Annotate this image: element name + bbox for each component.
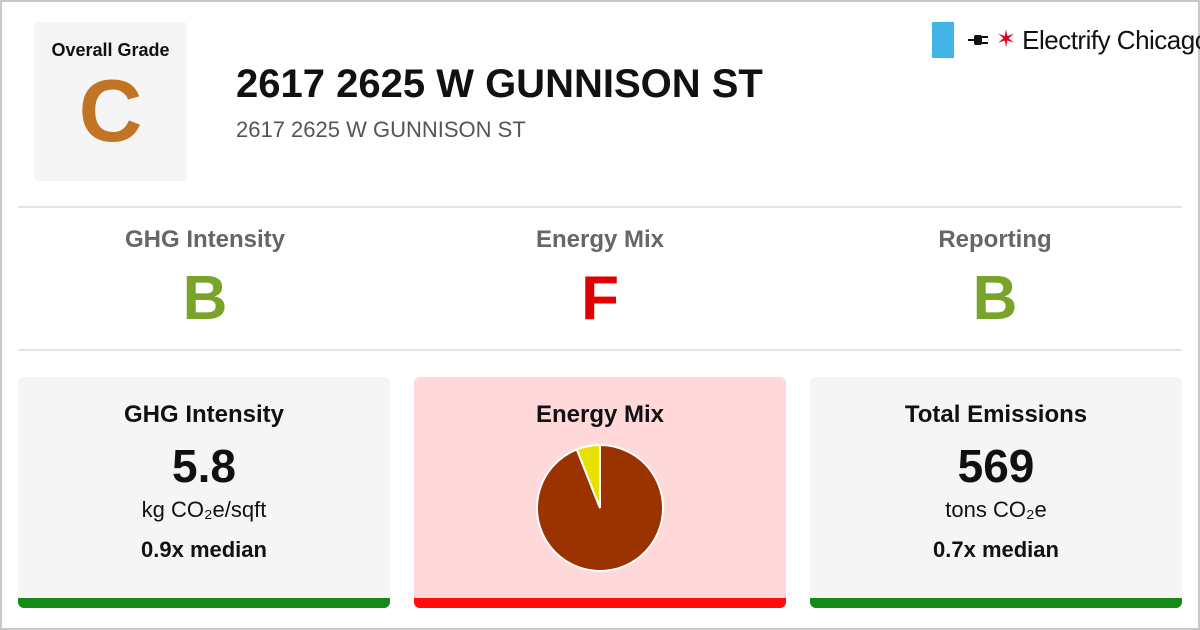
- card-title: Energy Mix: [535, 401, 665, 428]
- subgrade-letter: B: [182, 264, 228, 333]
- card-title: Total Emissions: [904, 401, 1088, 428]
- subgrade-label: Reporting: [938, 226, 1052, 253]
- overall-grade-box: Overall Grade C: [34, 22, 187, 181]
- star-icon: ✶: [996, 26, 1017, 53]
- overall-grade-label: Overall Grade: [51, 40, 170, 60]
- ghg-intensity-unit: kg CO₂e/sqft: [141, 497, 267, 522]
- total-emissions-unit: tons CO₂e: [945, 497, 1047, 522]
- divider: [18, 206, 1182, 208]
- subgrade-reporting: Reporting B: [799, 226, 1191, 330]
- pie-slice-1: [575, 443, 601, 509]
- subgrade-ghg-intensity: GHG Intensity B: [9, 226, 401, 330]
- ghg-intensity-card: GHG Intensity 5.8 kg CO₂e/sqft 0.9x medi…: [18, 377, 390, 608]
- ghg-intensity-value: 5.8: [172, 440, 236, 492]
- flag-bar-icon: [932, 22, 954, 58]
- subgrade-letter: B: [972, 264, 1018, 333]
- energy-mix-card: Energy Mix: [414, 377, 786, 608]
- overall-grade-letter: C: [78, 61, 143, 160]
- total-emissions-card: Total Emissions 569 tons CO₂e 0.7x media…: [810, 377, 1182, 608]
- divider: [18, 349, 1182, 351]
- electrify-chicago-logo[interactable]: ✶ Electrify Chicago: [932, 22, 1200, 58]
- grade-color-bar: [18, 598, 390, 608]
- subgrade-label: Energy Mix: [535, 226, 665, 253]
- grade-color-bar: [810, 598, 1182, 608]
- grade-color-bar: [414, 598, 786, 608]
- plug-icon: [968, 35, 988, 45]
- ghg-intensity-median: 0.9x median: [141, 537, 267, 562]
- energy-mix-pie-chart: [536, 443, 664, 572]
- subgrade-energy-mix: Energy Mix F: [404, 226, 796, 330]
- subgrade-label: GHG Intensity: [124, 226, 286, 253]
- page-subtitle: 2617 2625 W GUNNISON ST: [236, 117, 526, 142]
- card-title: GHG Intensity: [123, 401, 285, 428]
- page-title: 2617 2625 W GUNNISON ST: [236, 62, 763, 106]
- logo-text: Electrify Chicago: [1022, 24, 1200, 55]
- total-emissions-value: 569: [957, 440, 1035, 492]
- total-emissions-median: 0.7x median: [933, 537, 1059, 562]
- subgrade-letter: F: [581, 264, 619, 333]
